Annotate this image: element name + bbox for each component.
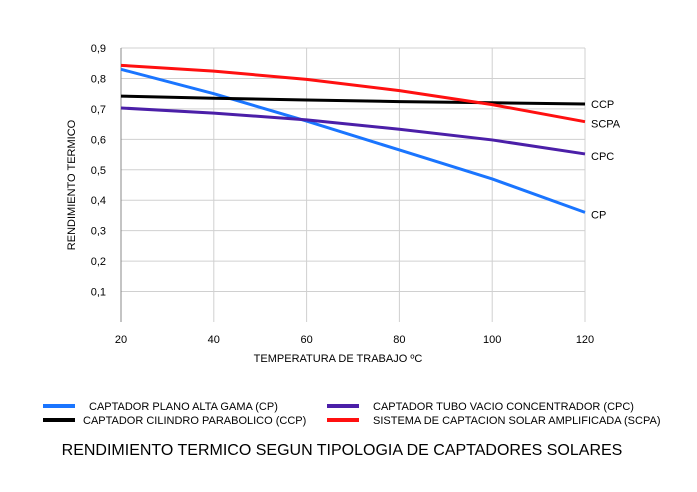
tick-labels: 0,1 0,2 0,3 0,4 0,5 0,6 0,7 0,8 0,9 20 40 60 80 100 12… bbox=[91, 43, 594, 346]
x-axis-label: TEMPERATURA DE TRABAJO ºC bbox=[254, 353, 423, 365]
x-tick-label: 60 bbox=[300, 334, 312, 346]
y-tick-label: 0,8 bbox=[91, 73, 106, 85]
end-label-cpc: CPC bbox=[591, 151, 614, 163]
legend-entry: CAPTADOR PLANO ALTA GAMA (CP) bbox=[89, 401, 278, 413]
x-tick-label: 100 bbox=[483, 334, 501, 346]
x-tick-label: 120 bbox=[576, 334, 594, 346]
legend: CAPTADOR PLANO ALTA GAMA (CP) CAPTADOR TU… bbox=[43, 401, 661, 427]
end-label-cp: CP bbox=[591, 209, 606, 221]
legend-entry: CAPTADOR TUBO VACIO CONCENTRADOR (CPC) bbox=[373, 401, 634, 413]
end-label-scpa: SCPA bbox=[591, 119, 621, 131]
legend-entry: SISTEMA DE CAPTACION SOLAR AMPLIFICADA (… bbox=[373, 415, 661, 427]
legend-entry: CAPTADOR CILINDRO PARABOLICO (CCP) bbox=[83, 415, 306, 427]
y-tick-label: 0,4 bbox=[91, 195, 106, 207]
end-labels: CP CCP CPC SCPA bbox=[591, 99, 621, 221]
x-tick-label: 40 bbox=[208, 334, 220, 346]
y-tick-label: 0,5 bbox=[91, 165, 106, 177]
series-line-cp bbox=[120, 67, 586, 214]
chart-title: RENDIMIENTO TERMICO SEGUN TIPOLOGIA DE C… bbox=[62, 442, 623, 459]
y-tick-label: 0,2 bbox=[91, 256, 106, 268]
y-tick-label: 0,6 bbox=[91, 134, 106, 146]
y-tick-label: 0,3 bbox=[91, 226, 106, 238]
series-line-scpa bbox=[120, 63, 586, 124]
end-label-ccp: CCP bbox=[591, 99, 614, 111]
series-lines bbox=[120, 63, 586, 214]
x-tick-label: 80 bbox=[393, 334, 405, 346]
y-axis-label: RENDIMIENTO TERMICO bbox=[66, 119, 78, 250]
x-tick-label: 20 bbox=[115, 334, 127, 346]
y-tick-label: 0,9 bbox=[91, 43, 106, 55]
series-line-ccp bbox=[120, 94, 586, 106]
series-line-cpc bbox=[120, 106, 586, 156]
y-tick-label: 0,1 bbox=[91, 287, 106, 299]
y-tick-label: 0,7 bbox=[91, 104, 106, 116]
